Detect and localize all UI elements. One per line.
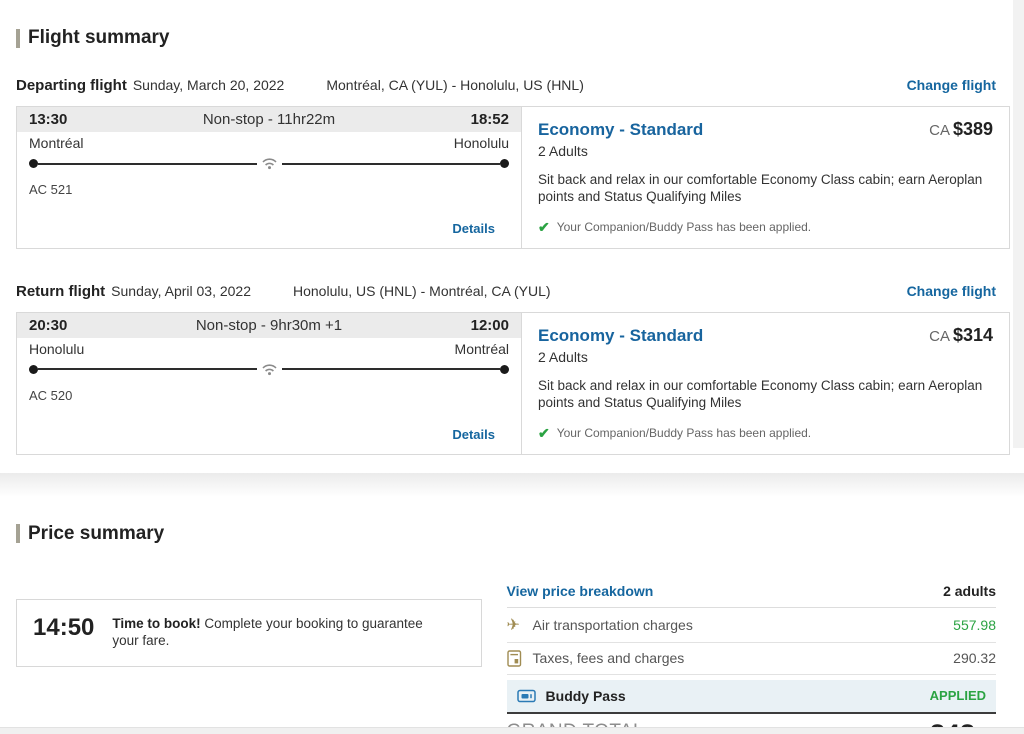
airplane-icon: ✈ [506, 616, 520, 634]
time-to-book-message: Time to book! Complete your booking to g… [112, 615, 423, 649]
section-accent-bar [16, 28, 20, 48]
fare-panel: Economy - Standard CA $389 2 Adults Sit b… [522, 107, 1009, 248]
fare-price: CA $314 [929, 324, 993, 345]
flight-number: AC 520 [29, 387, 73, 403]
buddy-pass-label: Buddy Pass [545, 687, 626, 704]
section-title: Price summary [28, 522, 165, 544]
fare-price: CA $389 [929, 119, 993, 139]
flight-duration: Non-stop - 9hr30m +1 [195, 316, 343, 334]
arrival-time: 18:52 [470, 111, 509, 128]
origin-dot [29, 364, 38, 374]
air-transportation-row: ✈ Air transportation charges 557.98 [506, 608, 996, 643]
flight-summary-section: Flight summary Departing flight Sunday, … [16, 27, 1010, 455]
section-title: Flight summary [28, 27, 170, 48]
flight-leg-label: Departing flight [16, 77, 127, 94]
passenger-count: 2 Adults [538, 348, 588, 365]
destination-city: Montréal [454, 340, 509, 357]
change-flight-link[interactable]: Change flight [906, 77, 996, 93]
arrival-time: 12:00 [470, 316, 509, 334]
departure-time: 13:30 [29, 111, 68, 128]
section-accent-bar [16, 524, 20, 543]
fare-class-name: Economy - Standard [538, 120, 704, 139]
flight-leg-label: Return flight [16, 282, 106, 300]
origin-city: Honolulu [29, 340, 85, 357]
fare-panel: Economy - Standard CA $314 2 Adults Sit b… [522, 313, 1009, 454]
wifi-icon [261, 157, 278, 170]
adults-count: 2 adults [943, 582, 996, 599]
flight-number: AC 521 [29, 182, 73, 197]
fare-description: Sit back and relax in our comfortable Ec… [538, 377, 983, 410]
details-link[interactable]: Details [452, 426, 495, 442]
buddy-pass-note: ✔ Your Companion/Buddy Pass has been app… [538, 424, 812, 441]
taxes-fees-row: Taxes, fees and charges 290.32 [506, 643, 996, 675]
wifi-icon [261, 363, 278, 376]
price-summary-header: Price summary [16, 523, 1008, 545]
passenger-count: 2 Adults [538, 143, 588, 159]
flight-date: Sunday, March 20, 2022 [132, 77, 285, 93]
pass-card-icon [516, 689, 536, 703]
time-to-book-box: 14:50 Time to book! Complete your bookin… [16, 598, 482, 667]
destination-dot [500, 364, 509, 374]
checkmark-icon: ✔ [538, 424, 550, 441]
calculator-icon [506, 649, 533, 667]
flight-itinerary-panel: 13:30 Non-stop - 11hr22m 18:52 Montréal … [17, 107, 522, 248]
details-link[interactable]: Details [452, 220, 495, 236]
destination-city: Honolulu [453, 135, 509, 151]
flight-itinerary-panel: 20:30 Non-stop - 9hr30m +1 12:00 Honolul… [17, 312, 522, 454]
flight-date: Sunday, April 03, 2022 [111, 282, 251, 299]
price-breakdown: View price breakdown 2 adults ✈ Air tran… [506, 582, 996, 734]
flight-times-bar: 20:30 Non-stop - 9hr30m +1 12:00 [17, 312, 521, 338]
charge-value: 557.98 [953, 616, 996, 633]
city-row: Montréal Honolulu [17, 132, 521, 151]
return-flight-card: 20:30 Non-stop - 9hr30m +1 12:00 Honolul… [16, 311, 1010, 455]
applied-badge: APPLIED [929, 688, 986, 703]
view-price-breakdown-link[interactable]: View price breakdown [506, 582, 654, 599]
flight-times-bar: 13:30 Non-stop - 11hr22m 18:52 [17, 107, 521, 132]
flight-timeline [17, 357, 521, 376]
buddy-pass-row: Buddy Pass APPLIED [506, 679, 996, 712]
fare-class-name: Economy - Standard [538, 325, 704, 345]
change-flight-link[interactable]: Change flight [906, 282, 996, 299]
flight-timeline [17, 151, 521, 170]
destination-dot [500, 159, 509, 168]
flight-route: Honolulu, US (HNL) - Montréal, CA (YUL) [293, 282, 551, 299]
city-row: Honolulu Montréal [17, 338, 521, 357]
flight-route: Montréal, CA (YUL) - Honolulu, US (HNL) [326, 77, 584, 93]
total-separator [506, 711, 996, 714]
fare-description: Sit back and relax in our comfortable Ec… [538, 172, 983, 204]
buddy-pass-note: ✔ Your Companion/Buddy Pass has been app… [538, 218, 812, 235]
departing-flight-card: 13:30 Non-stop - 11hr22m 18:52 Montréal … [16, 106, 1010, 249]
countdown-timer: 14:50 [33, 613, 95, 641]
charge-label: Air transportation charges [532, 616, 693, 633]
origin-dot [29, 159, 38, 168]
flight-duration: Non-stop - 11hr22m [202, 111, 336, 128]
checkmark-icon: ✔ [538, 218, 550, 235]
return-flight-header: Return flight Sunday, April 03, 2022 Hon… [16, 283, 1008, 300]
charge-label: Taxes, fees and charges [532, 650, 685, 666]
section-divider-shadow [0, 472, 1024, 497]
flight-summary-header: Flight summary [16, 27, 1008, 49]
page-bottom-band [0, 727, 1024, 734]
departure-time: 20:30 [29, 316, 68, 334]
origin-city: Montréal [29, 135, 84, 151]
page-right-gutter [1013, 0, 1024, 448]
departing-flight-header: Departing flight Sunday, March 20, 2022 … [16, 77, 1008, 94]
charge-value: 290.32 [953, 650, 996, 666]
price-summary-section: Price summary 14:50 Time to book! Comple… [0, 497, 1024, 734]
